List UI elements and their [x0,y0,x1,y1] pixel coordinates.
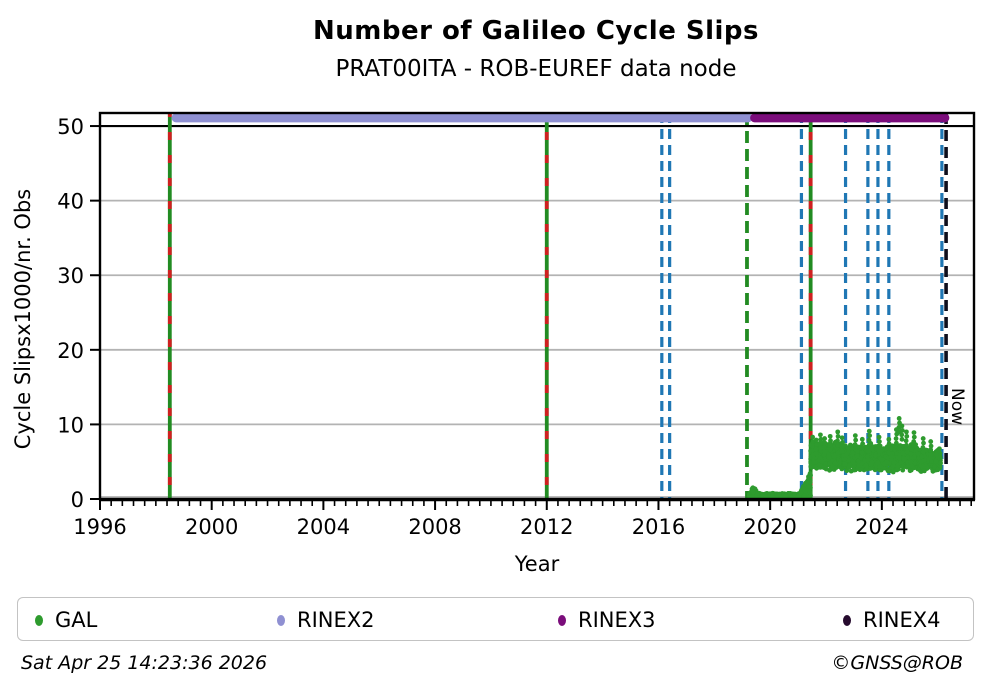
chart-title: Number of Galileo Cycle Slips [312,16,760,46]
legend-marker-rinex3 [558,614,566,626]
axis-ticks [90,125,973,510]
svg-text:2016: 2016 [632,515,685,539]
legend-label-rinex2: RINEX2 [297,608,375,632]
gal-scatter [746,416,943,502]
svg-text:40: 40 [57,190,84,214]
svg-text:2012: 2012 [520,515,573,539]
svg-text:50: 50 [57,115,84,139]
svg-text:0: 0 [71,488,84,512]
svg-text:20: 20 [57,339,84,363]
svg-text:2008: 2008 [408,515,461,539]
chart-subtitle: PRAT00ITA - ROB-EUREF data node [335,56,737,82]
svg-text:2004: 2004 [297,515,350,539]
svg-text:2020: 2020 [743,515,796,539]
timestamp-text: Sat Apr 25 14:23:36 2026 [21,652,268,674]
legend-item-rinex2: RINEX2 [277,598,375,642]
chart-canvas: 1996 2000 2004 2008 2012 2016 2020 2024 0 10 20 30 4… [11,111,976,576]
x-axis-label: Year [514,552,560,576]
legend-marker-gal [35,614,43,626]
svg-text:2024: 2024 [855,515,908,539]
event-lines [167,113,948,499]
svg-text:10: 10 [57,413,84,437]
legend-item-rinex3: RINEX3 [558,598,656,642]
legend-item-gal: GAL [35,598,97,642]
legend-label-rinex4: RINEX4 [863,608,941,632]
y-axis-label: Cycle Slipsx1000/nr. Obs [11,189,35,449]
axis-tick-labels: 1996 2000 2004 2008 2012 2016 2020 2024 0 10 20 30 4… [57,115,908,539]
svg-text:30: 30 [57,264,84,288]
legend: GAL RINEX2 RINEX3 RINEX4 [17,597,974,641]
legend-marker-rinex2 [277,614,285,626]
legend-label-rinex3: RINEX3 [578,608,656,632]
now-label: Now [947,388,967,425]
legend-marker-rinex4 [843,614,851,626]
copyright-text: ©GNSS@ROB [831,652,963,674]
gridlines [100,124,974,498]
svg-text:2000: 2000 [185,515,238,539]
legend-item-rinex4: RINEX4 [843,598,941,642]
svg-text:1996: 1996 [73,515,126,539]
legend-label-gal: GAL [55,608,98,632]
